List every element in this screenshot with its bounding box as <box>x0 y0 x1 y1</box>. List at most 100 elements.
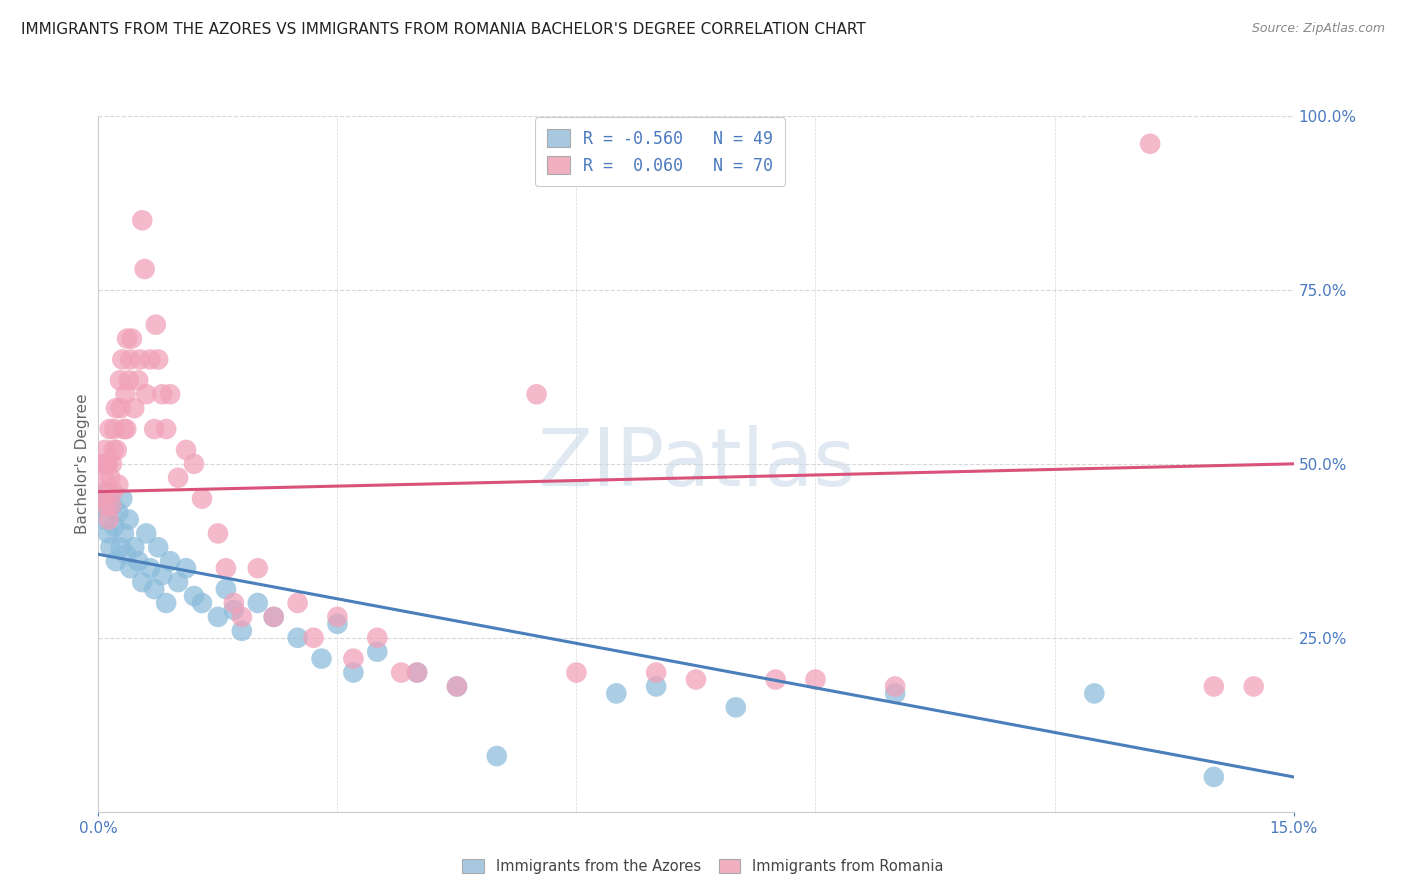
Point <box>167 575 190 590</box>
Point <box>120 561 142 575</box>
Point <box>287 631 309 645</box>
Point <box>134 262 156 277</box>
Point <box>98 471 122 485</box>
Point <box>231 610 253 624</box>
Point <box>215 561 238 575</box>
Point <box>645 680 668 694</box>
Point <box>485 749 508 764</box>
Point <box>103 519 125 533</box>
Point <box>98 541 122 555</box>
Point <box>605 686 627 700</box>
Point <box>107 506 129 520</box>
Point <box>174 442 197 457</box>
Point <box>724 700 747 714</box>
Point <box>207 610 229 624</box>
Point <box>112 422 135 436</box>
Point <box>1202 770 1225 784</box>
Point <box>884 686 907 700</box>
Point <box>115 547 138 561</box>
Text: IMMIGRANTS FROM THE AZORES VS IMMIGRANTS FROM ROMANIA BACHELOR'S DEGREE CORRELAT: IMMIGRANTS FROM THE AZORES VS IMMIGRANTS… <box>21 22 866 37</box>
Point <box>143 422 166 436</box>
Point <box>150 387 173 401</box>
Point <box>98 422 121 436</box>
Point <box>127 373 149 387</box>
Point <box>90 491 112 506</box>
Point <box>150 568 173 582</box>
Point <box>91 471 114 485</box>
Point <box>104 401 127 416</box>
Point <box>131 575 153 590</box>
Point <box>804 673 827 687</box>
Point <box>191 491 214 506</box>
Point <box>103 422 125 436</box>
Point <box>108 373 131 387</box>
Point <box>183 589 205 603</box>
Point <box>97 512 120 526</box>
Point <box>114 387 136 401</box>
Point <box>406 665 429 680</box>
Point <box>207 526 229 541</box>
Point <box>135 526 157 541</box>
Point <box>326 610 349 624</box>
Point <box>446 680 468 694</box>
Point <box>565 665 588 680</box>
Point <box>124 541 146 555</box>
Point <box>139 352 162 367</box>
Point <box>94 512 117 526</box>
Point <box>446 680 468 694</box>
Point <box>263 610 285 624</box>
Point <box>118 373 141 387</box>
Point <box>1243 680 1265 694</box>
Point <box>124 401 146 416</box>
Point <box>107 477 129 491</box>
Point <box>342 651 364 665</box>
Point <box>91 457 114 471</box>
Point <box>104 554 127 568</box>
Point <box>155 422 177 436</box>
Point <box>645 665 668 680</box>
Point <box>121 332 143 346</box>
Point <box>311 651 333 665</box>
Point <box>222 603 245 617</box>
Point <box>1139 136 1161 151</box>
Point <box>97 526 120 541</box>
Legend: R = -0.560   N = 49, R =  0.060   N = 70: R = -0.560 N = 49, R = 0.060 N = 70 <box>536 118 785 186</box>
Point <box>326 616 349 631</box>
Point <box>127 554 149 568</box>
Text: ZIPatlas: ZIPatlas <box>537 425 855 503</box>
Point <box>685 673 707 687</box>
Point <box>115 422 138 436</box>
Point <box>94 499 117 513</box>
Point <box>111 491 134 506</box>
Point <box>101 499 124 513</box>
Point <box>110 541 132 555</box>
Point <box>94 442 117 457</box>
Point <box>222 596 245 610</box>
Point <box>112 526 135 541</box>
Point <box>96 457 118 471</box>
Legend: Immigrants from the Azores, Immigrants from Romania: Immigrants from the Azores, Immigrants f… <box>457 854 949 880</box>
Point <box>1202 680 1225 694</box>
Text: Source: ZipAtlas.com: Source: ZipAtlas.com <box>1251 22 1385 36</box>
Point <box>246 596 269 610</box>
Point <box>155 596 177 610</box>
Point <box>366 645 388 659</box>
Point <box>1083 686 1105 700</box>
Point <box>159 387 181 401</box>
Point <box>110 401 132 416</box>
Point <box>96 484 118 499</box>
Point <box>287 596 309 610</box>
Point <box>174 561 197 575</box>
Point <box>118 512 141 526</box>
Point <box>183 457 205 471</box>
Point <box>215 582 238 596</box>
Point <box>101 484 124 499</box>
Point <box>167 471 190 485</box>
Point <box>97 457 120 471</box>
Point <box>231 624 253 638</box>
Point <box>148 352 170 367</box>
Point <box>148 541 170 555</box>
Point <box>389 665 412 680</box>
Point <box>115 332 138 346</box>
Point <box>406 665 429 680</box>
